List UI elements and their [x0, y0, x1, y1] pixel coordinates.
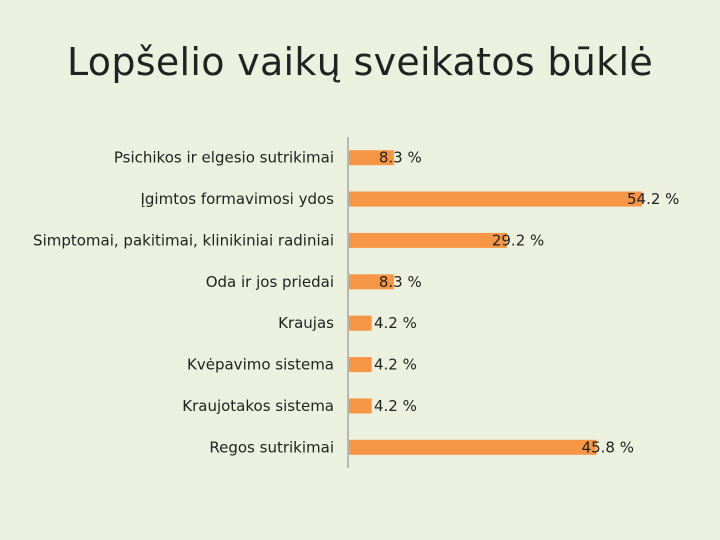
category-label-3: Oda ir jos priedai [206, 273, 334, 291]
value-label-4: 4.2 % [374, 314, 417, 332]
bar-0 [349, 150, 394, 166]
bar-7 [349, 439, 597, 455]
bar-6 [349, 398, 372, 414]
bar-5 [349, 357, 372, 373]
chart-title: Lopšelio vaikų sveikatos būklė [66, 40, 653, 84]
value-label-0: 8.3 % [379, 149, 422, 167]
bar-4 [349, 315, 372, 331]
value-label-3: 8.3 % [379, 273, 422, 291]
category-label-5: Kvėpavimo sistema [187, 356, 334, 374]
bars-layer [349, 150, 642, 455]
bar-3 [349, 274, 394, 290]
value-label-1: 54.2 % [627, 190, 679, 208]
value-label-5: 4.2 % [374, 356, 417, 374]
value-label-7: 45.8 % [582, 438, 634, 456]
value-label-6: 4.2 % [374, 397, 417, 415]
category-label-1: Įgimtos formavimosi ydos [140, 190, 334, 208]
bar-2 [349, 232, 507, 248]
category-label-2: Simptomai, pakitimai, klinikiniai radini… [33, 231, 334, 249]
value-label-2: 29.2 % [492, 231, 544, 249]
category-label-4: Kraujas [278, 314, 334, 332]
bar-1 [349, 191, 642, 207]
category-label-7: Regos sutrikimai [209, 438, 334, 456]
category-label-6: Kraujotakos sistema [182, 397, 334, 415]
labels-layer: Psichikos ir elgesio sutrikimai 8.3 % Įgim… [33, 149, 679, 457]
category-label-0: Psichikos ir elgesio sutrikimai [114, 149, 334, 167]
